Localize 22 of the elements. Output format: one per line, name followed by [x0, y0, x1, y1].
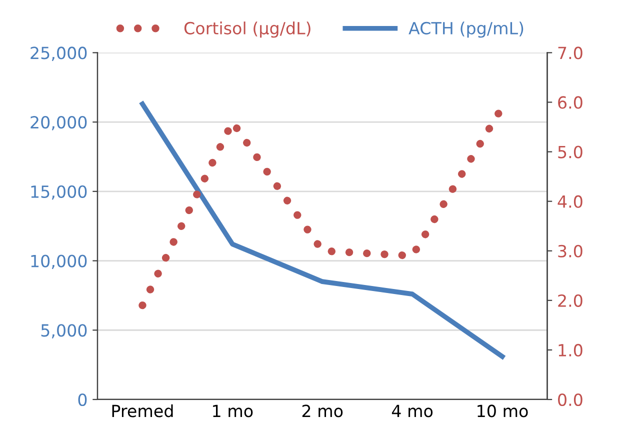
- y-tick-label: 20,000: [30, 116, 87, 130]
- y2-tick-label: 2.0: [558, 294, 582, 307]
- legend-label: Cortisol (µg/dL): [184, 22, 310, 38]
- y2-tick-label: 6.0: [558, 96, 582, 109]
- y2-tick-label: 4.0: [558, 195, 582, 208]
- y-tick-label: 5,000: [41, 324, 87, 338]
- y-tick-label: 25,000: [30, 46, 87, 61]
- x-tick-label: 4 mo: [392, 404, 433, 418]
- x-tick-label: 10 mo: [478, 404, 528, 418]
- line-series: [140, 102, 505, 359]
- y2-tick-label: 3.0: [558, 244, 582, 258]
- y2-tick-label: 0.0: [558, 393, 582, 406]
- y2-tick-label: 5.0: [558, 146, 582, 158]
- y-tick-label: 0: [78, 393, 87, 406]
- y-tick-label: 10,000: [31, 254, 87, 270]
- y2-tick-label: 7.0: [558, 46, 582, 60]
- x-tick-label: 2 mo: [302, 404, 343, 418]
- x-tick-label: Premed: [112, 404, 173, 418]
- y-tick-label: 15,000: [31, 185, 87, 200]
- y2-tick-label: 1.0: [558, 344, 582, 357]
- x-tick-label: 1 mo: [213, 404, 253, 418]
- legend-label: ACTH (pg/mL): [408, 22, 524, 38]
